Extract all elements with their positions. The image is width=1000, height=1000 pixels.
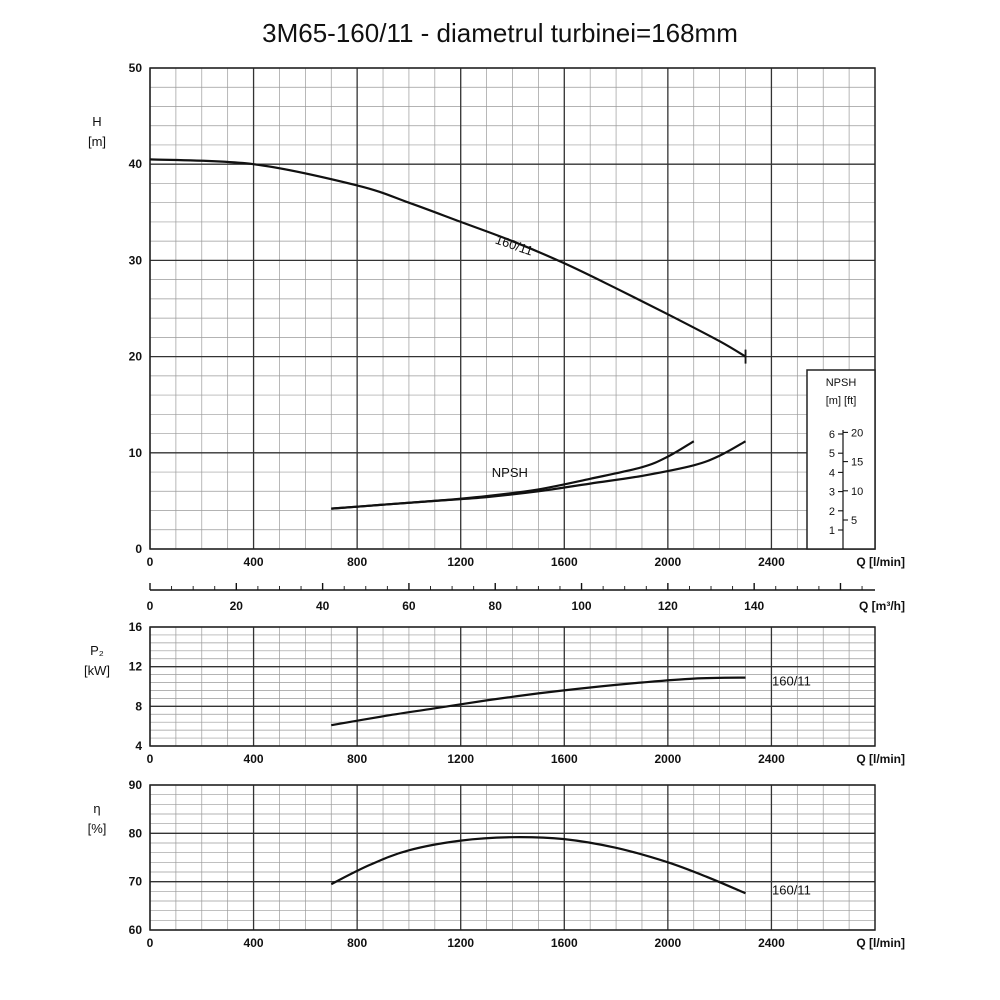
x-tick-label: 1200 <box>447 555 474 569</box>
npsh-m-tick-label: 6 <box>829 429 835 441</box>
x-tick-label: 2400 <box>758 752 785 766</box>
efficiency-panel: 0 400 800 1200 1600 2000 2400 60 70 80 90 Q [l/min]… <box>88 778 905 950</box>
power-curve-label: 160/11 <box>772 674 811 689</box>
y-tick-label: 12 <box>129 660 143 674</box>
npsh-m-tick-label: 5 <box>829 448 835 460</box>
secondary-x-tick-label: 20 <box>230 599 244 613</box>
secondary-x-axis-label: Q [m³/h] <box>859 599 905 613</box>
x-tick-label: 0 <box>147 752 154 766</box>
y-tick-label: 16 <box>129 620 143 634</box>
npsh-ft-tick-label: 15 <box>851 457 863 469</box>
y-tick-label: 10 <box>129 446 143 460</box>
x-tick-label: 400 <box>244 936 264 950</box>
efficiency-curve-0 <box>330 836 746 895</box>
secondary-x-tick-label: 40 <box>316 599 330 613</box>
x-tick-label: 1600 <box>551 936 578 950</box>
secondary-x-tick-label: 80 <box>489 599 503 613</box>
power-panel: 0 400 800 1200 1600 2000 2400 4 8 12 16 Q [l/min] P₂… <box>84 620 905 766</box>
y-axis-unit: [%] <box>88 821 107 836</box>
x-tick-label: 800 <box>347 555 367 569</box>
x-tick-label: 1200 <box>447 936 474 950</box>
y-tick-label: 70 <box>129 875 143 889</box>
y-tick-label: 90 <box>129 778 143 792</box>
chart-title: 3M65-160/11 - diametrul turbinei=168mm <box>262 18 738 48</box>
x-tick-label: 800 <box>347 936 367 950</box>
npsh-ft-tick-label: 5 <box>851 515 857 527</box>
x-tick-label: 2000 <box>655 752 682 766</box>
x-tick-label: 1600 <box>551 555 578 569</box>
plot-frame <box>149 67 876 550</box>
y-axis-label: H <box>92 114 101 129</box>
y-tick-label: 0 <box>135 542 142 556</box>
secondary-x-tick-label: 100 <box>572 599 592 613</box>
head-curve-0 <box>149 158 747 358</box>
plot-frame <box>149 626 876 747</box>
x-axis-label: Q [l/min] <box>856 555 905 569</box>
x-axis-label: Q [l/min] <box>856 936 905 950</box>
npsh-ft-tick-label: 10 <box>851 486 863 498</box>
x-tick-label: 1600 <box>551 752 578 766</box>
head-curve-label: 160/11 <box>493 232 535 259</box>
head-curve-2 <box>331 440 747 510</box>
npsh-ft-tick-label: 20 <box>851 427 863 439</box>
x-tick-label: 400 <box>244 555 264 569</box>
secondary-x-tick-label: 140 <box>744 599 764 613</box>
x-axis-label: Q [l/min] <box>856 752 905 766</box>
npsh-m-tick-label: 3 <box>829 487 835 499</box>
npsh-m-tick-label: 1 <box>829 525 835 537</box>
secondary-x-tick-label: 120 <box>658 599 678 613</box>
x-tick-label: 2000 <box>655 555 682 569</box>
y-axis-unit: [kW] <box>84 663 110 678</box>
y-tick-label: 60 <box>129 923 143 937</box>
y-tick-label: 20 <box>129 350 143 364</box>
x-tick-label: 2400 <box>758 555 785 569</box>
npsh-scale-box <box>806 369 876 550</box>
x-tick-label: 0 <box>147 555 154 569</box>
npsh-m-tick-label: 4 <box>829 467 835 479</box>
efficiency-curve-label: 160/11 <box>772 882 811 897</box>
y-tick-label: 8 <box>135 699 142 713</box>
npsh-scale-title: NPSH <box>826 377 857 389</box>
y-tick-label: 50 <box>129 61 143 75</box>
x-tick-label: 0 <box>147 936 154 950</box>
x-tick-label: 2000 <box>655 936 682 950</box>
secondary-x-tick-label: 0 <box>147 599 154 613</box>
x-tick-label: 800 <box>347 752 367 766</box>
secondary-x-tick-label: 60 <box>402 599 416 613</box>
y-tick-label: 30 <box>129 253 143 267</box>
power-curve-0 <box>331 676 746 727</box>
y-tick-label: 40 <box>129 157 143 171</box>
x-tick-label: 400 <box>244 752 264 766</box>
npsh-m-tick-label: 2 <box>829 506 835 518</box>
y-tick-label: 80 <box>129 826 143 840</box>
x-tick-label: 2400 <box>758 936 785 950</box>
y-axis-unit: [m] <box>88 134 106 149</box>
plot-frame <box>149 784 876 931</box>
x-tick-label: 1200 <box>447 752 474 766</box>
y-axis-label: P₂ <box>90 643 104 658</box>
y-tick-label: 4 <box>135 739 142 753</box>
npsh-scale-units: [m] [ft] <box>826 395 857 407</box>
npsh-curve-label: NPSH <box>492 465 528 480</box>
y-axis-label: η <box>93 801 100 816</box>
